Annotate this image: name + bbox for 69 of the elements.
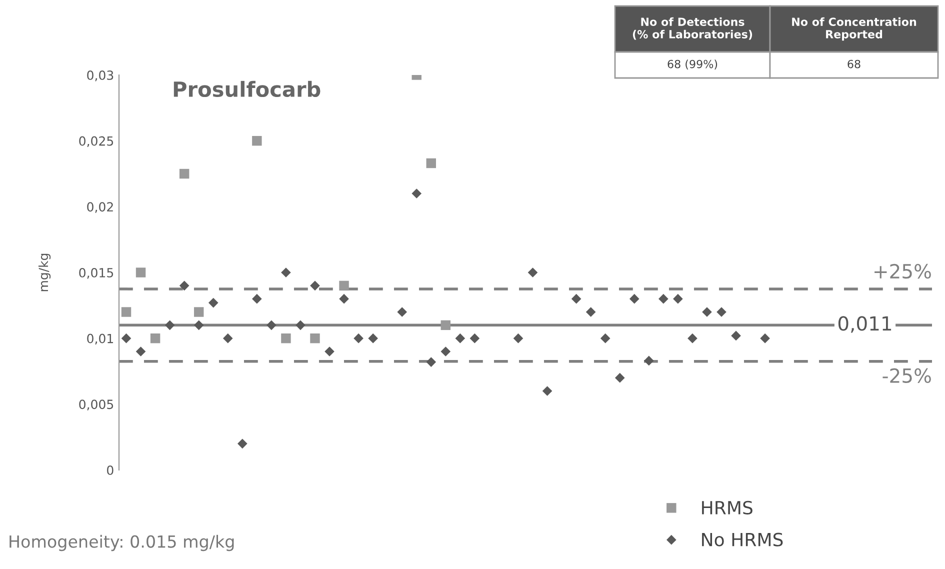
y-tick-label: 0,01 xyxy=(87,334,113,345)
point xyxy=(702,307,712,317)
point xyxy=(222,333,233,344)
ref-line-label: 0,011 xyxy=(838,316,892,333)
point xyxy=(571,294,582,304)
point xyxy=(354,333,364,344)
y-tick-label: 0,025 xyxy=(79,136,114,148)
point xyxy=(426,158,436,168)
y-tick-label: 0,03 xyxy=(87,70,114,82)
point xyxy=(470,333,480,344)
point xyxy=(136,346,146,356)
point xyxy=(614,372,625,383)
point xyxy=(658,294,668,304)
y-tick-label: 0,005 xyxy=(79,400,114,410)
point xyxy=(513,333,524,344)
annotation: -25% xyxy=(882,368,931,384)
point xyxy=(455,333,466,344)
point xyxy=(281,333,291,344)
point xyxy=(586,307,596,317)
annotation: +25% xyxy=(874,264,931,279)
text: No of Detections (% of Laboratories) xyxy=(632,17,752,40)
point xyxy=(121,333,132,344)
point xyxy=(296,320,306,330)
point xyxy=(136,268,146,278)
text: No of Concentration Reported xyxy=(792,17,916,41)
point xyxy=(688,333,698,344)
point xyxy=(760,333,770,344)
point xyxy=(339,280,349,291)
point xyxy=(324,346,334,356)
point xyxy=(368,333,378,344)
point xyxy=(252,294,262,304)
y-tick-label: 0,015 xyxy=(79,268,114,279)
y-axis-title: mg/kg xyxy=(38,254,51,292)
point xyxy=(150,333,160,344)
point xyxy=(194,307,204,317)
text: 68 (99%) xyxy=(668,60,718,70)
text: Homogeneity: 0.015 mg/kg xyxy=(10,534,234,552)
y-tick-label: 0 xyxy=(107,465,114,475)
point xyxy=(412,188,422,198)
point xyxy=(673,294,683,304)
point xyxy=(310,280,320,291)
point xyxy=(426,357,436,367)
point xyxy=(310,333,320,344)
point xyxy=(397,307,408,317)
legend-label: HRMS xyxy=(702,500,752,514)
point xyxy=(731,330,741,341)
legend-label: No HRMS xyxy=(702,532,783,546)
point xyxy=(208,298,218,308)
point xyxy=(179,280,190,291)
point xyxy=(440,320,451,330)
point xyxy=(542,386,552,396)
point xyxy=(237,438,248,449)
point xyxy=(281,268,291,278)
point xyxy=(164,320,175,330)
point xyxy=(716,307,726,317)
point xyxy=(179,168,190,179)
chart-title: Prosulfocarb xyxy=(174,80,320,98)
point xyxy=(528,268,538,278)
point xyxy=(600,333,610,344)
point xyxy=(629,294,640,304)
point xyxy=(194,320,204,330)
point xyxy=(644,356,654,366)
point xyxy=(440,346,451,356)
point xyxy=(266,320,276,330)
text: 68 xyxy=(848,60,860,68)
point xyxy=(121,307,132,317)
y-tick-label: 0,02 xyxy=(87,202,113,213)
point xyxy=(339,294,349,304)
point xyxy=(252,136,262,146)
